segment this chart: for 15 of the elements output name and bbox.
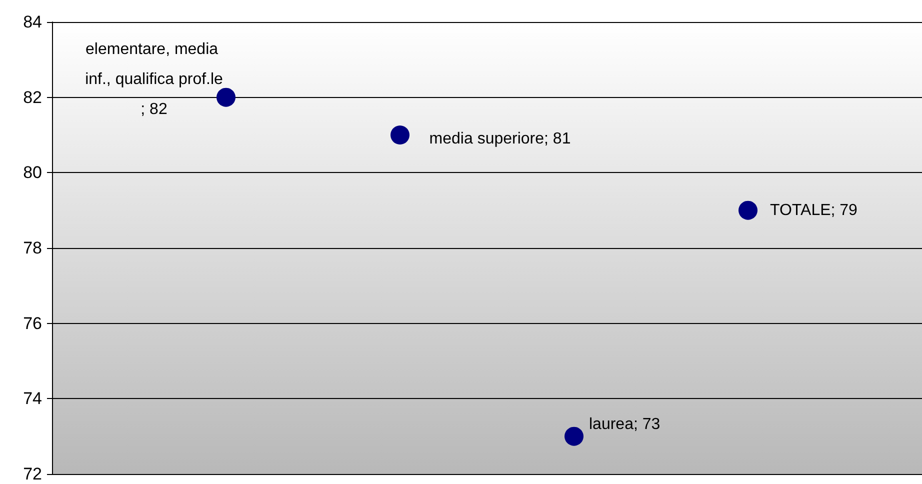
y-tick-label: 82	[23, 88, 42, 107]
data-label: elementare, media inf., qualifica prof.le; 82	[85, 40, 224, 118]
y-tick-label: 72	[23, 464, 42, 484]
y-tick-label: 84	[23, 12, 42, 32]
data-label: media superiore; 81	[429, 130, 571, 148]
point	[216, 88, 236, 107]
point	[564, 426, 584, 446]
data-label: laurea; 73	[589, 416, 660, 433]
y-tick-label: 76	[23, 314, 42, 333]
point	[738, 200, 758, 220]
y-tick-label: 74	[23, 389, 42, 408]
y-tick-label: 80	[23, 163, 42, 182]
data-label: TOTALE; 79	[770, 202, 858, 219]
point	[390, 126, 410, 144]
y-tick-label: 78	[23, 238, 42, 258]
